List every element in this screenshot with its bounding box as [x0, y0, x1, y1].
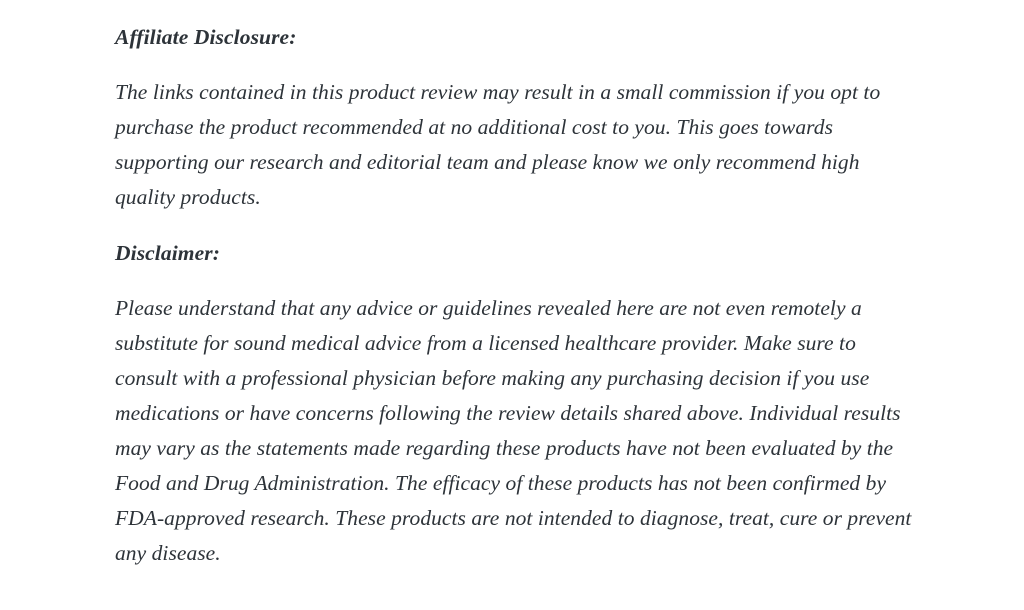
document-content: Affiliate Disclosure: The links containe… — [115, 0, 925, 571]
disclaimer-paragraph: Please understand that any advice or gui… — [115, 296, 912, 565]
affiliate-disclosure-body-block: The links contained in this product revi… — [115, 75, 921, 215]
affiliate-disclosure-heading: Affiliate Disclosure: — [115, 25, 297, 49]
disclaimer-heading: Disclaimer: — [115, 241, 220, 265]
affiliate-disclosure-section: Affiliate Disclosure: — [115, 20, 925, 55]
disclaimer-section: Disclaimer: — [115, 236, 925, 271]
affiliate-disclosure-paragraph: The links contained in this product revi… — [115, 80, 881, 209]
disclaimer-body-block: Please understand that any advice or gui… — [115, 291, 923, 571]
